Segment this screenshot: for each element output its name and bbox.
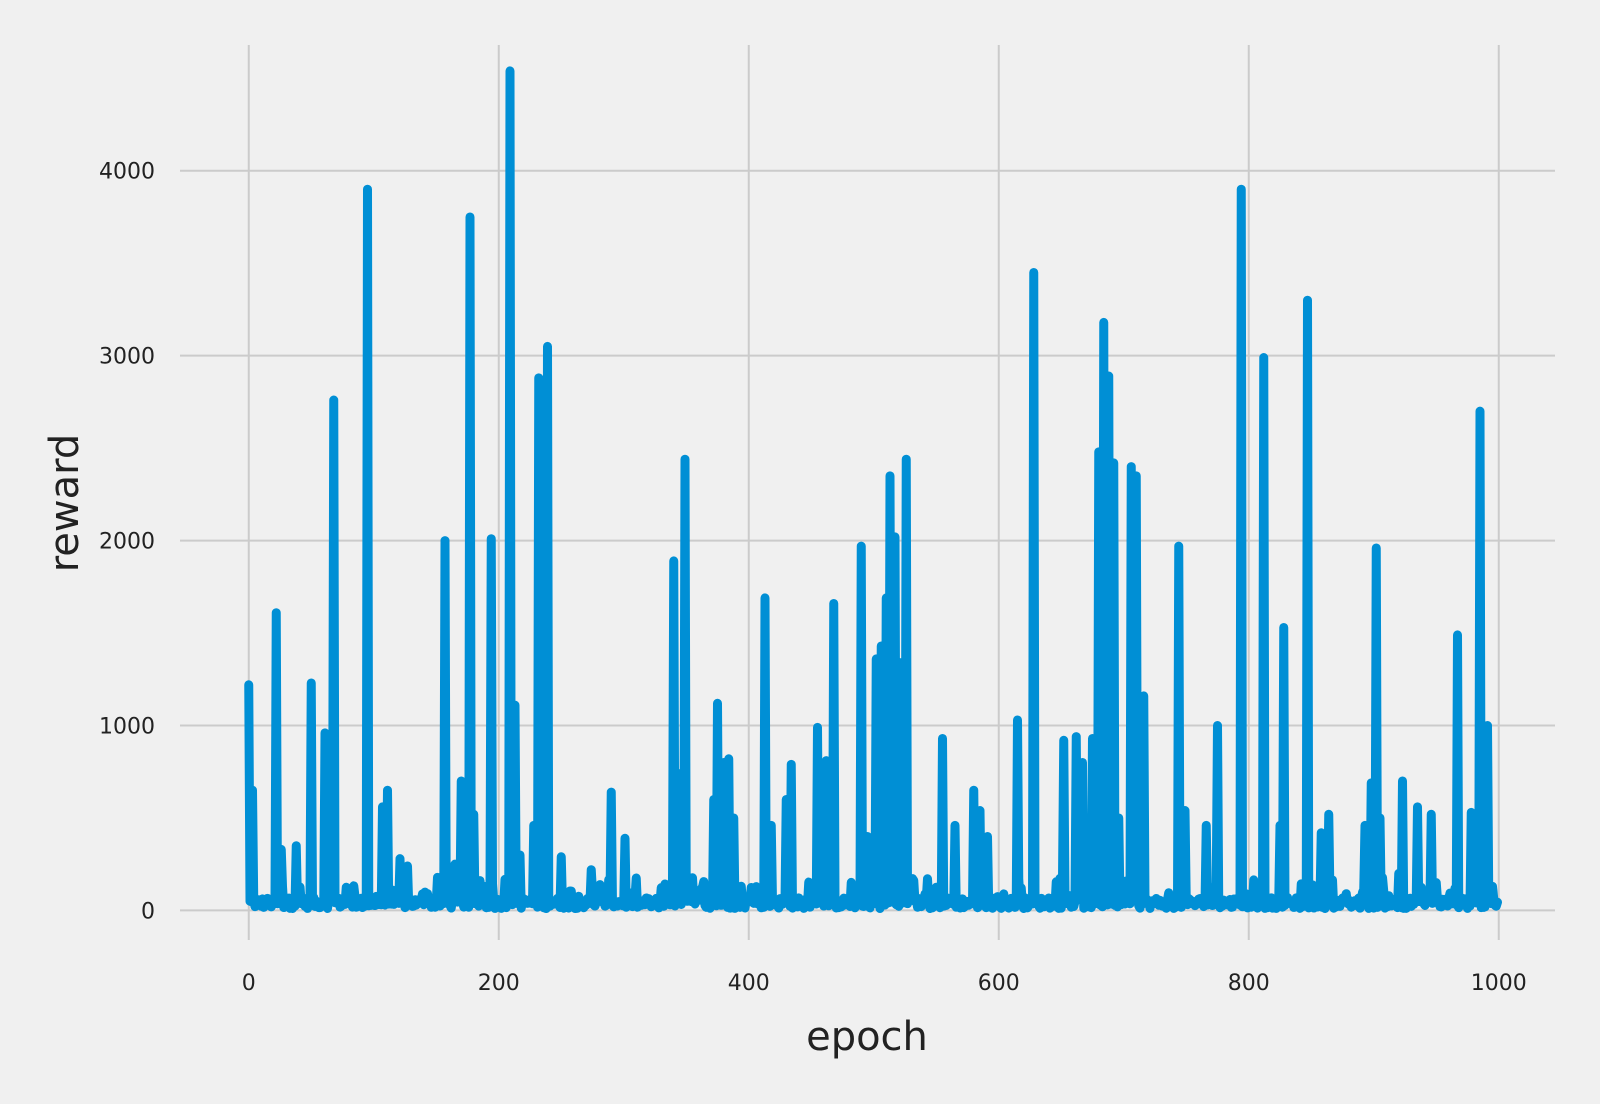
grid <box>180 45 1555 940</box>
x-tick-label-200: 200 <box>478 971 520 996</box>
x-tick-label-800: 800 <box>1228 971 1270 996</box>
y-tick-label-3000: 3000 <box>99 345 155 370</box>
y-tick-label-0: 0 <box>141 899 155 924</box>
tick-labels: 0 200 400 600 800 1000 0 1000 2000 3000 4000 <box>99 160 1527 996</box>
y-axis-label: reward <box>42 434 88 573</box>
y-tick-label-2000: 2000 <box>99 530 155 555</box>
x-axis-label: epoch <box>806 1014 928 1060</box>
series-line-0 <box>244 66 1502 914</box>
x-tick-label-400: 400 <box>728 971 770 996</box>
y-tick-label-1000: 1000 <box>99 714 155 739</box>
series-layer <box>244 66 1502 914</box>
x-tick-label-600: 600 <box>978 971 1020 996</box>
y-tick-label-4000: 4000 <box>99 160 155 185</box>
x-tick-label-1000: 1000 <box>1471 971 1527 996</box>
x-tick-label-0: 0 <box>242 971 256 996</box>
